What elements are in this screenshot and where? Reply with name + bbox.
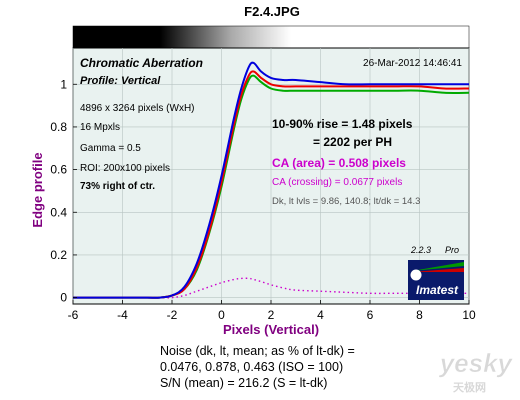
x-tick-label: -2 bbox=[167, 308, 178, 322]
x-axis-label: Pixels (Vertical) bbox=[223, 322, 319, 337]
version-number: 2.2.3 bbox=[410, 245, 431, 255]
noise-summary: Noise (dk, lt, mean; as % of lt-dk) = 0.… bbox=[160, 343, 420, 391]
x-tick-label: -4 bbox=[117, 308, 128, 322]
image-size: 4896 x 3264 pixels (WxH) bbox=[80, 103, 195, 114]
y-tick-label: 1 bbox=[60, 77, 67, 91]
megapixels: 16 Mpxls bbox=[80, 122, 120, 133]
watermark-tagline: 天极网 bbox=[453, 380, 486, 394]
watermark: yesky 天极网 bbox=[437, 348, 514, 394]
logo-stripe-red bbox=[412, 268, 464, 272]
x-tick-label: 10 bbox=[462, 308, 476, 322]
y-tick-label: 0 bbox=[60, 291, 67, 305]
noise-line-1: Noise (dk, lt, mean; as % of lt-dk) = bbox=[160, 344, 355, 358]
timestamp: 26-Mar-2012 14:46:41 bbox=[363, 58, 462, 69]
series-line-blue bbox=[73, 61, 469, 299]
annotation-panel: Chromatic Aberration Profile: Vertical 2… bbox=[80, 56, 462, 255]
x-tick-label: 4 bbox=[317, 308, 324, 322]
y-tick-label: 0.2 bbox=[50, 248, 67, 262]
y-tick-label: 0.6 bbox=[50, 163, 67, 177]
ca-area: CA (area) = 0.508 pixels bbox=[272, 156, 406, 170]
roi-position: 73% right of ctr. bbox=[80, 181, 155, 192]
ca-crossing: CA (crossing) = 0.0677 pixels bbox=[272, 177, 402, 188]
rise-distance: 10-90% rise = 1.48 pixels bbox=[272, 117, 413, 131]
signal-to-noise-line: S/N (mean) = 216.2 (S = lt-dk) bbox=[160, 376, 328, 390]
roi: ROI: 200x100 pixels bbox=[80, 163, 170, 174]
edge-gradient-strip bbox=[72, 25, 470, 49]
series-group bbox=[73, 61, 470, 299]
edition-label: Pro bbox=[445, 245, 459, 255]
x-tick-label: 2 bbox=[268, 308, 275, 322]
figure-title: F2.4.JPG bbox=[244, 4, 300, 19]
x-tick-label: 8 bbox=[416, 308, 423, 322]
rise-per-ph: = 2202 per PH bbox=[313, 135, 392, 149]
watermark-brand: yesky bbox=[438, 348, 514, 378]
gamma: Gamma = 0.5 bbox=[80, 143, 141, 154]
y-axis-label: Edge profile bbox=[30, 152, 45, 227]
profile-label: Profile: Vertical bbox=[80, 75, 161, 87]
noise-line-2: 0.0476, 0.878, 0.463 (ISO = 100) bbox=[160, 360, 344, 374]
logo-stripe-green bbox=[412, 262, 464, 271]
y-tick-label: 0.4 bbox=[50, 205, 67, 219]
axis-ticks: -6 -4 -2 0 2 4 6 8 10 0 0.2 0.4 0.6 0.8 1 bbox=[50, 77, 476, 322]
x-tick-label: -6 bbox=[68, 308, 79, 322]
light-dark-levels: Dk, lt lvls = 9.86, 140.8; lt/dk = 14.3 bbox=[272, 196, 420, 207]
panel-title: Chromatic Aberration bbox=[80, 56, 203, 70]
imatest-logo: Imatest bbox=[408, 260, 464, 300]
x-tick-label: 6 bbox=[367, 308, 374, 322]
y-tick-label: 0.8 bbox=[50, 120, 67, 134]
logo-sun-icon bbox=[410, 269, 422, 281]
x-tick-label: 0 bbox=[218, 308, 225, 322]
logo-text: Imatest bbox=[416, 283, 459, 297]
